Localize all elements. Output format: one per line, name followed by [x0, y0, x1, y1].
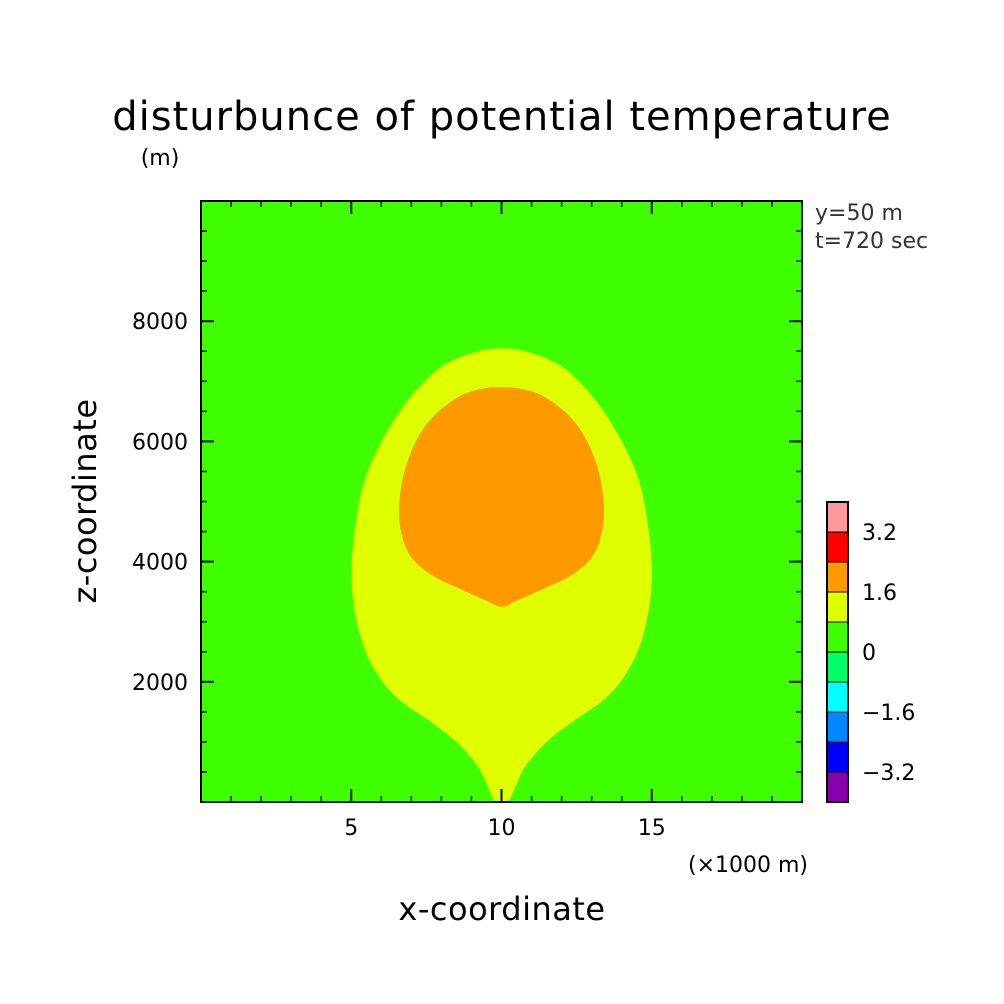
colorbar-frame	[826, 501, 849, 803]
plot-area: 5 10 15 2000 4000 6000 8000	[132, 200, 803, 841]
y-unit-label: (m)	[141, 146, 180, 171]
x-unit-label: (×1000 m)	[688, 853, 808, 878]
colorbar-swatch	[826, 741, 849, 773]
annotation-y: y=50 m	[815, 201, 903, 226]
contour-region-2	[398, 387, 605, 607]
colorbar-swatch	[826, 531, 849, 563]
colorbar-swatch	[826, 501, 849, 533]
colorbar-label: 0	[862, 641, 876, 666]
colorbar-label: −1.6	[862, 701, 915, 726]
colorbar: 3.2 1.6 0 −1.6 −3.2	[826, 501, 915, 803]
y-tick-label: 4000	[132, 551, 188, 576]
colorbar-swatch	[826, 561, 849, 593]
contour-regions	[351, 348, 652, 802]
x-axis-title: x-coordinate	[398, 890, 605, 928]
y-tick-label: 8000	[132, 310, 188, 335]
x-tick-label: 10	[488, 816, 516, 841]
x-tick-label: 5	[344, 816, 358, 841]
y-tick-label: 6000	[132, 430, 188, 455]
colorbar-swatch	[826, 681, 849, 713]
y-tick-label: 2000	[132, 671, 188, 696]
annotation-t: t=720 sec	[815, 229, 928, 254]
colorbar-label: −3.2	[862, 761, 915, 786]
x-tick-label: 15	[638, 816, 666, 841]
chart-title: disturbunce of potential temperature	[112, 94, 892, 140]
colorbar-swatch	[826, 711, 849, 743]
colorbar-swatch	[826, 651, 849, 683]
colorbar-label: 1.6	[862, 581, 897, 606]
colorbar-swatch	[826, 591, 849, 623]
y-axis-title: z-coordinate	[66, 398, 104, 603]
colorbar-swatch	[826, 621, 849, 653]
colorbar-swatch	[826, 771, 849, 803]
colorbar-label: 3.2	[862, 521, 897, 546]
